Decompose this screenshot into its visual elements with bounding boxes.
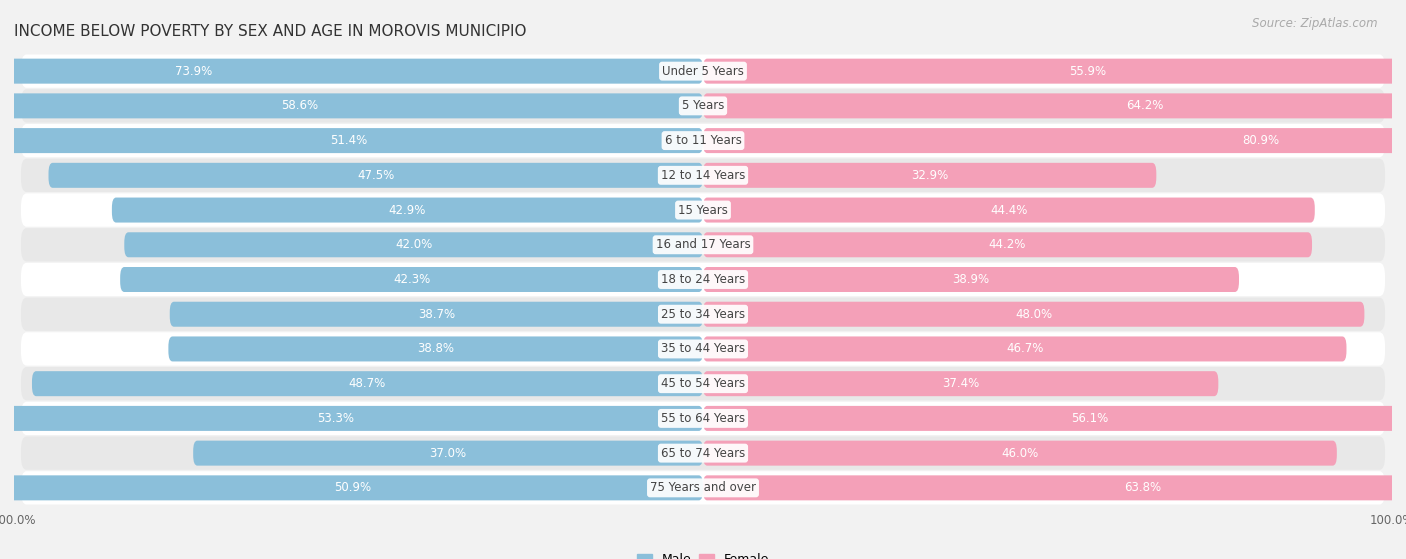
FancyBboxPatch shape <box>21 193 1385 227</box>
FancyBboxPatch shape <box>21 402 1385 435</box>
FancyBboxPatch shape <box>703 59 1406 84</box>
Text: 46.0%: 46.0% <box>1001 447 1039 459</box>
FancyBboxPatch shape <box>0 406 703 431</box>
Text: 38.9%: 38.9% <box>952 273 990 286</box>
Text: 58.6%: 58.6% <box>281 100 318 112</box>
FancyBboxPatch shape <box>21 124 1385 157</box>
Text: 5 Years: 5 Years <box>682 100 724 112</box>
FancyBboxPatch shape <box>703 197 1315 222</box>
FancyBboxPatch shape <box>112 197 703 222</box>
FancyBboxPatch shape <box>21 54 1385 88</box>
FancyBboxPatch shape <box>124 233 703 257</box>
Text: 50.9%: 50.9% <box>333 481 371 494</box>
Text: 38.8%: 38.8% <box>418 343 454 356</box>
Text: 51.4%: 51.4% <box>330 134 367 147</box>
FancyBboxPatch shape <box>703 475 1406 500</box>
Text: 55.9%: 55.9% <box>1070 65 1107 78</box>
Text: 12 to 14 Years: 12 to 14 Years <box>661 169 745 182</box>
Text: Source: ZipAtlas.com: Source: ZipAtlas.com <box>1253 17 1378 30</box>
Text: 63.8%: 63.8% <box>1123 481 1161 494</box>
FancyBboxPatch shape <box>21 367 1385 400</box>
Text: 18 to 24 Years: 18 to 24 Years <box>661 273 745 286</box>
Text: 25 to 34 Years: 25 to 34 Years <box>661 307 745 321</box>
Text: 16 and 17 Years: 16 and 17 Years <box>655 238 751 252</box>
Text: 80.9%: 80.9% <box>1241 134 1279 147</box>
FancyBboxPatch shape <box>0 93 703 119</box>
Legend: Male, Female: Male, Female <box>631 548 775 559</box>
FancyBboxPatch shape <box>703 233 1312 257</box>
FancyBboxPatch shape <box>170 302 703 326</box>
Text: INCOME BELOW POVERTY BY SEX AND AGE IN MOROVIS MUNICIPIO: INCOME BELOW POVERTY BY SEX AND AGE IN M… <box>14 25 527 40</box>
Text: 44.2%: 44.2% <box>988 238 1026 252</box>
FancyBboxPatch shape <box>21 89 1385 122</box>
Text: 48.7%: 48.7% <box>349 377 387 390</box>
Text: Under 5 Years: Under 5 Years <box>662 65 744 78</box>
FancyBboxPatch shape <box>703 163 1156 188</box>
FancyBboxPatch shape <box>120 267 703 292</box>
FancyBboxPatch shape <box>703 371 1219 396</box>
FancyBboxPatch shape <box>703 128 1406 153</box>
Text: 56.1%: 56.1% <box>1071 412 1108 425</box>
FancyBboxPatch shape <box>21 297 1385 331</box>
FancyBboxPatch shape <box>21 332 1385 366</box>
FancyBboxPatch shape <box>0 128 703 153</box>
FancyBboxPatch shape <box>193 440 703 466</box>
FancyBboxPatch shape <box>32 371 703 396</box>
Text: 6 to 11 Years: 6 to 11 Years <box>665 134 741 147</box>
FancyBboxPatch shape <box>48 163 703 188</box>
FancyBboxPatch shape <box>703 440 1337 466</box>
FancyBboxPatch shape <box>703 267 1239 292</box>
Text: 35 to 44 Years: 35 to 44 Years <box>661 343 745 356</box>
Text: 44.4%: 44.4% <box>990 203 1028 216</box>
Text: 46.7%: 46.7% <box>1007 343 1043 356</box>
FancyBboxPatch shape <box>21 471 1385 505</box>
FancyBboxPatch shape <box>21 263 1385 296</box>
Text: 42.3%: 42.3% <box>392 273 430 286</box>
FancyBboxPatch shape <box>703 337 1347 362</box>
Text: 75 Years and over: 75 Years and over <box>650 481 756 494</box>
Text: 48.0%: 48.0% <box>1015 307 1052 321</box>
Text: 55 to 64 Years: 55 to 64 Years <box>661 412 745 425</box>
FancyBboxPatch shape <box>703 302 1364 326</box>
FancyBboxPatch shape <box>703 93 1406 119</box>
FancyBboxPatch shape <box>0 59 703 84</box>
Text: 38.7%: 38.7% <box>418 307 456 321</box>
FancyBboxPatch shape <box>21 159 1385 192</box>
FancyBboxPatch shape <box>21 228 1385 262</box>
Text: 65 to 74 Years: 65 to 74 Years <box>661 447 745 459</box>
Text: 64.2%: 64.2% <box>1126 100 1164 112</box>
FancyBboxPatch shape <box>703 406 1406 431</box>
FancyBboxPatch shape <box>169 337 703 362</box>
Text: 53.3%: 53.3% <box>318 412 354 425</box>
Text: 45 to 54 Years: 45 to 54 Years <box>661 377 745 390</box>
Text: 37.0%: 37.0% <box>429 447 467 459</box>
Text: 73.9%: 73.9% <box>176 65 212 78</box>
Text: 47.5%: 47.5% <box>357 169 394 182</box>
Text: 42.0%: 42.0% <box>395 238 432 252</box>
Text: 32.9%: 32.9% <box>911 169 948 182</box>
FancyBboxPatch shape <box>21 437 1385 470</box>
Text: 37.4%: 37.4% <box>942 377 980 390</box>
Text: 15 Years: 15 Years <box>678 203 728 216</box>
FancyBboxPatch shape <box>1 475 703 500</box>
Text: 42.9%: 42.9% <box>388 203 426 216</box>
